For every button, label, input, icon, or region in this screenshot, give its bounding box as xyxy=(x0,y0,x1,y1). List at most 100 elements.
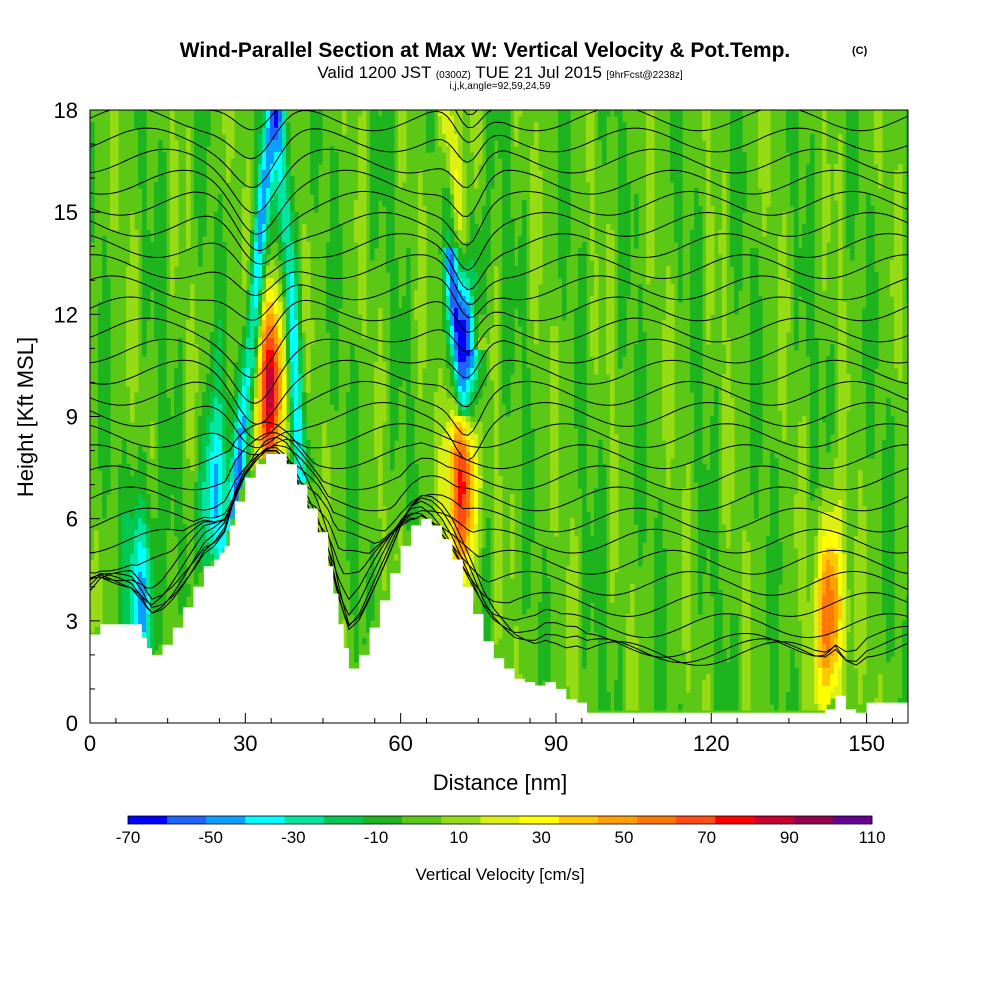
field-cell xyxy=(450,500,455,507)
field-cell xyxy=(406,494,411,501)
field-cell xyxy=(222,404,227,411)
field-cell xyxy=(134,350,139,357)
field-cell xyxy=(126,362,131,369)
field-cell xyxy=(122,488,127,495)
field-cell xyxy=(246,338,251,345)
field-cell xyxy=(98,446,103,453)
field-cell xyxy=(206,482,211,489)
field-cell xyxy=(518,308,523,315)
field-cell xyxy=(198,176,203,183)
field-cell xyxy=(482,338,487,345)
field-cell xyxy=(498,572,503,579)
field-cell xyxy=(210,392,215,399)
field-cell xyxy=(194,140,199,147)
field-cell xyxy=(390,302,395,309)
field-cell xyxy=(278,434,283,441)
field-cell xyxy=(486,146,491,153)
field-cell xyxy=(530,290,535,297)
field-cell xyxy=(122,500,127,507)
field-cell xyxy=(438,482,443,489)
field-cell xyxy=(534,212,539,219)
field-cell xyxy=(250,362,255,369)
field-cell xyxy=(218,248,223,255)
field-cell xyxy=(478,152,483,159)
field-cell xyxy=(334,254,339,261)
field-cell xyxy=(158,194,163,201)
field-cell xyxy=(510,560,515,567)
field-cell xyxy=(502,332,507,339)
field-cell xyxy=(154,308,159,315)
field-cell xyxy=(214,350,219,357)
field-cell xyxy=(522,410,527,417)
field-cell xyxy=(274,122,279,129)
field-cell xyxy=(270,128,275,135)
field-cell xyxy=(386,248,391,255)
field-cell xyxy=(530,446,535,453)
field-cell xyxy=(134,494,139,501)
field-cell xyxy=(434,410,439,417)
field-cell xyxy=(254,278,259,285)
field-cell xyxy=(446,500,451,507)
field-cell xyxy=(158,212,163,219)
field-cell xyxy=(138,152,143,159)
field-cell xyxy=(490,182,495,189)
field-cell xyxy=(326,482,331,489)
field-cell xyxy=(446,512,451,519)
field-cell xyxy=(278,422,283,429)
field-cell xyxy=(106,464,111,471)
field-cell xyxy=(270,116,275,123)
field-cell xyxy=(194,182,199,189)
field-cell xyxy=(538,176,543,183)
field-cell xyxy=(538,620,543,627)
field-cell xyxy=(134,266,139,273)
field-cell xyxy=(410,476,415,483)
field-cell xyxy=(542,578,547,585)
field-cell xyxy=(450,512,455,519)
field-cell xyxy=(318,518,323,525)
field-cell xyxy=(134,338,139,345)
field-cell xyxy=(250,260,255,267)
field-cell xyxy=(330,362,335,369)
field-cell xyxy=(142,218,147,225)
field-cell xyxy=(522,266,527,273)
field-cell xyxy=(214,272,219,279)
field-cell xyxy=(458,140,463,147)
field-cell xyxy=(130,602,135,609)
field-cell xyxy=(254,176,259,183)
field-cell xyxy=(118,500,123,507)
field-cell xyxy=(154,188,159,195)
field-cell xyxy=(502,350,507,357)
field-cell xyxy=(442,416,447,423)
field-cell xyxy=(370,194,375,201)
field-cell xyxy=(322,458,327,465)
field-cell xyxy=(462,422,467,429)
field-cell xyxy=(122,554,127,561)
field-cell xyxy=(214,362,219,369)
field-cell xyxy=(154,212,159,219)
field-cell xyxy=(174,212,179,219)
field-cell xyxy=(554,392,559,399)
field-cell xyxy=(538,656,543,663)
field-cell xyxy=(294,458,299,465)
field-cell xyxy=(362,248,367,255)
field-cell xyxy=(474,338,479,345)
field-cell xyxy=(442,248,447,255)
field-cell xyxy=(506,272,511,279)
field-cell xyxy=(162,428,167,435)
field-cell xyxy=(150,518,155,525)
field-cell xyxy=(182,602,187,609)
field-cell xyxy=(406,254,411,261)
field-cell xyxy=(298,374,303,381)
field-cell xyxy=(438,410,443,417)
field-cell xyxy=(418,290,423,297)
field-cell xyxy=(418,344,423,351)
field-cell xyxy=(358,224,363,231)
field-cell xyxy=(530,284,535,291)
field-cell xyxy=(234,464,239,471)
field-cell xyxy=(162,350,167,357)
field-cell xyxy=(446,482,451,489)
field-cell xyxy=(450,272,455,279)
field-cell xyxy=(142,464,147,471)
field-cell xyxy=(266,392,271,399)
field-cell xyxy=(170,290,175,297)
